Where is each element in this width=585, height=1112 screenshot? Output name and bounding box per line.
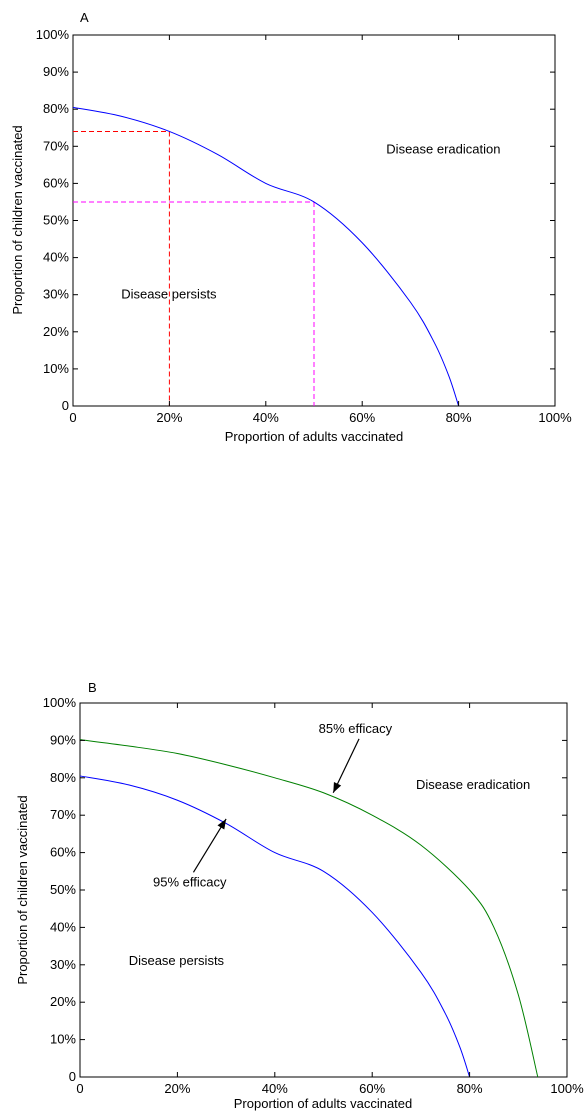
annotation-text: 95% efficacy xyxy=(153,874,227,889)
y-tick-label: 30% xyxy=(43,287,69,302)
x-tick-label: 60% xyxy=(349,410,375,425)
annotation-text: Disease persists xyxy=(121,286,217,301)
y-tick-label: 50% xyxy=(43,213,69,228)
y-tick-label: 10% xyxy=(43,361,69,376)
series-line xyxy=(79,739,539,1078)
y-tick-label: 20% xyxy=(50,994,76,1009)
y-axis-label: Proportion of children vaccinated xyxy=(10,125,25,314)
y-tick-label: 30% xyxy=(50,957,76,972)
y-tick-label: 0 xyxy=(62,398,69,413)
y-tick-label: 70% xyxy=(50,807,76,822)
x-tick-label: 80% xyxy=(446,410,472,425)
panel-label: A xyxy=(80,10,89,25)
x-axis-label: Proportion of adults vaccinated xyxy=(234,1096,413,1111)
y-tick-label: 60% xyxy=(43,175,69,190)
panel-label: B xyxy=(88,680,97,695)
y-tick-label: 50% xyxy=(50,882,76,897)
series-line xyxy=(72,106,460,407)
annotation-arrow xyxy=(192,818,227,873)
y-tick-label: 100% xyxy=(43,695,77,710)
x-tick-label: 0 xyxy=(69,410,76,425)
x-tick-label: 40% xyxy=(253,410,279,425)
y-tick-label: 90% xyxy=(50,732,76,747)
y-tick-label: 70% xyxy=(43,138,69,153)
annotation-text: 85% efficacy xyxy=(319,721,393,736)
annotation-text: Disease eradication xyxy=(416,777,530,792)
y-tick-label: 20% xyxy=(43,324,69,339)
y-tick-label: 80% xyxy=(50,770,76,785)
x-tick-label: 0 xyxy=(76,1081,83,1096)
annotation-text: Disease eradication xyxy=(386,142,500,157)
y-tick-label: 60% xyxy=(50,845,76,860)
chart-panel-a: A 0 20% 40% 60% 80% 100% 0 10% 20% 30% 40% 50% 60% 7… xyxy=(10,10,572,444)
y-tick-label: 0 xyxy=(69,1069,76,1084)
y-tick-label: 40% xyxy=(43,250,69,265)
series-line xyxy=(79,775,471,1078)
x-tick-label: 20% xyxy=(164,1081,190,1096)
y-tick-label: 40% xyxy=(50,919,76,934)
x-tick-label: 100% xyxy=(538,410,572,425)
y-tick-label: 10% xyxy=(50,1032,76,1047)
x-axis-label: Proportion of adults vaccinated xyxy=(225,429,404,444)
plot-frame xyxy=(79,702,568,1078)
annotation-text: Disease persists xyxy=(129,953,225,968)
chart-panel-b: B 0 20% 40% 60% 80% 100% 0 10% 20% 30% 40% 50% 60% 7… xyxy=(15,680,584,1111)
x-tick-label: 40% xyxy=(262,1081,288,1096)
x-tick-label: 60% xyxy=(359,1081,385,1096)
arrow-head xyxy=(333,782,342,793)
x-tick-label: 80% xyxy=(457,1081,483,1096)
y-tick-label: 80% xyxy=(43,101,69,116)
y-axis-label: Proportion of children vaccinated xyxy=(15,795,30,984)
x-tick-label: 20% xyxy=(156,410,182,425)
arrow-head xyxy=(217,818,227,830)
x-tick-label: 100% xyxy=(550,1081,584,1096)
y-tick-label: 90% xyxy=(43,64,69,79)
y-tick-label: 100% xyxy=(36,27,70,42)
